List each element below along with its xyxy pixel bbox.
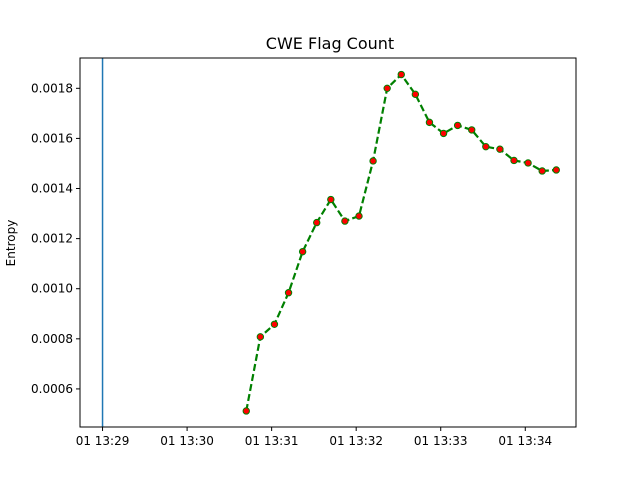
x-tick-label: 01 13:33 <box>414 434 468 448</box>
data-point <box>482 142 490 151</box>
data-point <box>552 166 560 174</box>
y-tick-label: 0.0010 <box>31 282 73 296</box>
data-point <box>369 157 377 165</box>
x-tick-label: 01 13:31 <box>245 434 299 448</box>
y-axis-title: Entropy <box>4 220 18 267</box>
data-point <box>538 167 546 175</box>
data-point <box>383 84 391 93</box>
data-point <box>439 129 448 138</box>
x-tick-label: 01 13:30 <box>160 434 214 448</box>
x-tick-label: 01 13:29 <box>76 434 130 448</box>
data-point <box>411 90 420 99</box>
data-point <box>496 145 504 153</box>
y-axis-ticks: 0.0006 0.0008 0.0010 0.0012 0.0014 0.0016 0.00… <box>31 81 80 396</box>
x-tick-label: 01 13:32 <box>329 434 383 448</box>
plot-frame <box>79 57 577 428</box>
series-layer <box>101 58 560 427</box>
y-tick-label: 0.0014 <box>31 182 73 196</box>
data-point <box>284 289 293 297</box>
y-tick-label: 0.0012 <box>31 232 73 246</box>
data-point <box>355 212 363 220</box>
data-point <box>270 320 279 328</box>
y-tick-label: 0.0018 <box>31 81 73 95</box>
data-point <box>510 156 518 165</box>
data-point <box>313 218 321 227</box>
data-point <box>425 118 434 127</box>
y-tick-label: 0.0008 <box>31 332 73 346</box>
x-tick-label: 01 13:34 <box>498 434 552 448</box>
data-point <box>298 247 307 256</box>
chart-title: CWE Flag Count <box>266 34 394 53</box>
data-point <box>256 333 265 341</box>
data-point <box>242 407 250 415</box>
data-point <box>397 70 405 79</box>
data-point <box>341 217 349 225</box>
data-point <box>453 121 462 130</box>
data-point <box>327 195 335 204</box>
y-tick-label: 0.0006 <box>31 382 73 396</box>
y-tick-label: 0.0016 <box>31 131 73 145</box>
x-axis-ticks: 01 13:29 01 13:30 01 13:31 01 13:32 01 13:33… <box>76 427 552 448</box>
data-point <box>468 126 476 134</box>
data-point <box>524 159 532 167</box>
